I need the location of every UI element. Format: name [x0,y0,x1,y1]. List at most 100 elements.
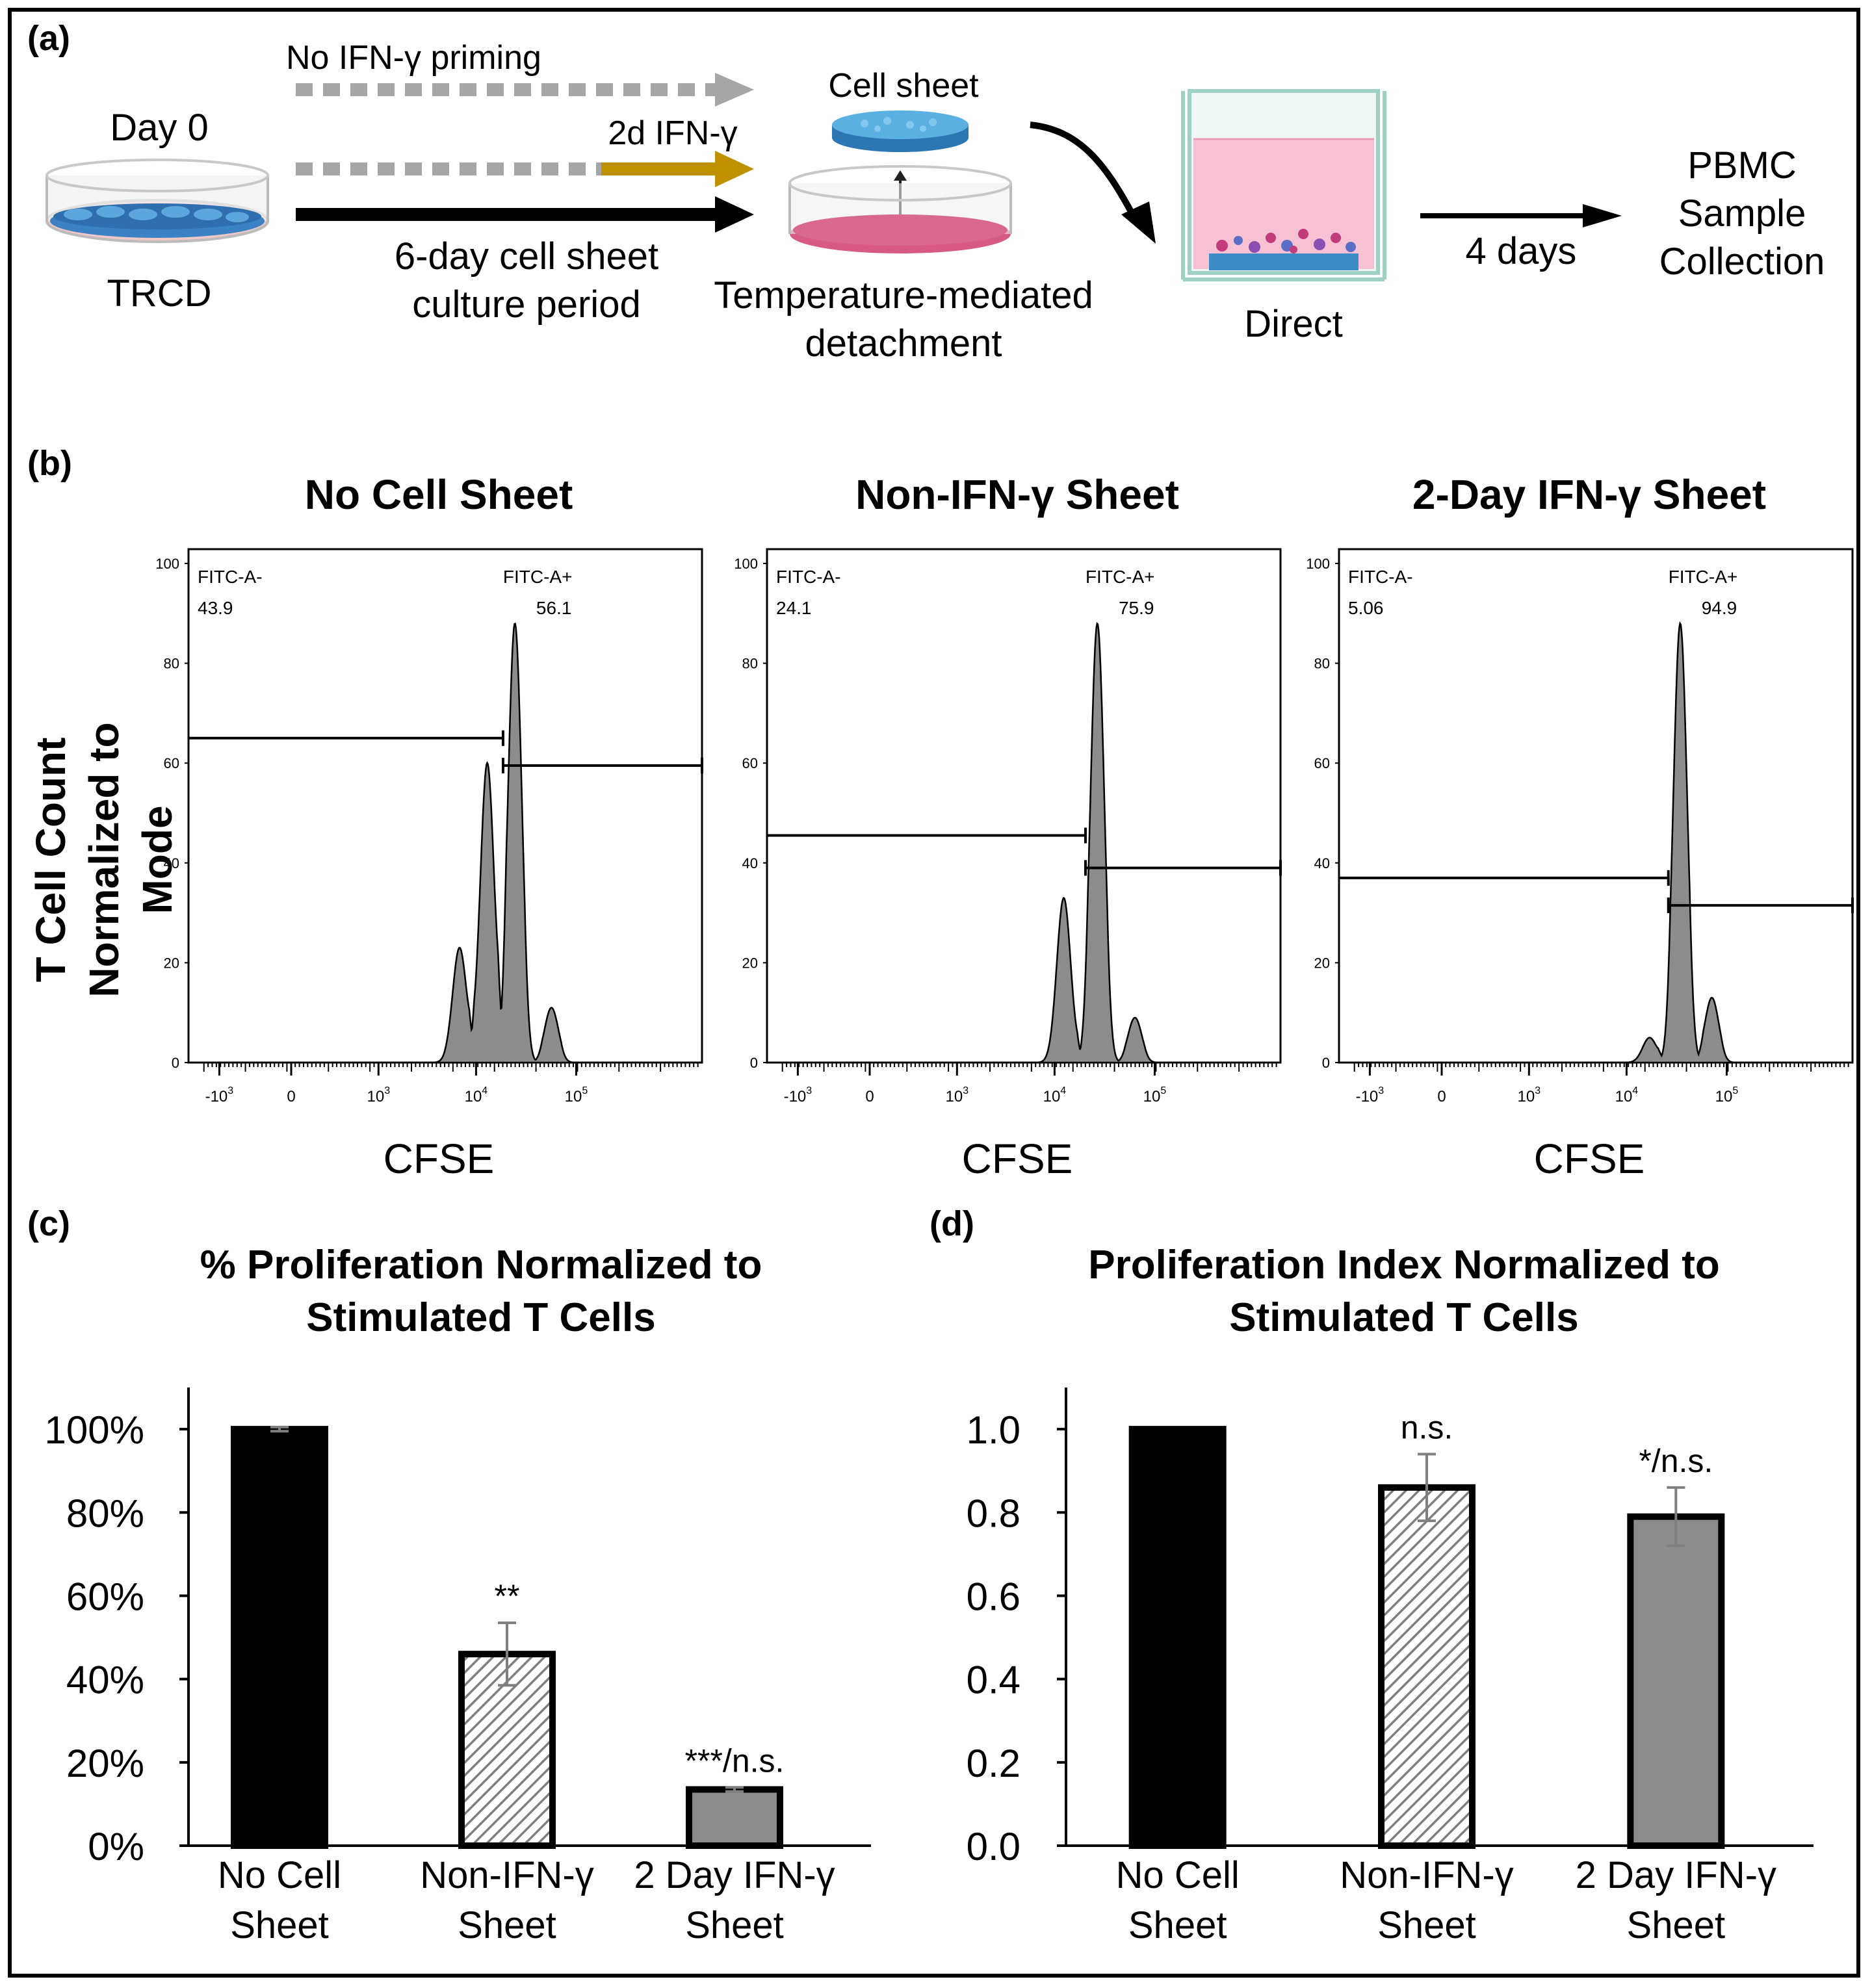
bar-chart-title-line1: Proliferation Index Normalized to [1088,1243,1719,1287]
histogram-y-tick-label: 20 [742,955,758,971]
gate-negative-name: FITC-A- [198,567,263,587]
histogram-x-tick-label: 105 [1143,1085,1167,1105]
transfer-arrow [1030,122,1156,244]
histogram-y-tick-label: 40 [1314,855,1330,871]
histogram-xlabel: CFSE [384,1135,495,1182]
histogram-x-tick-label: 105 [565,1085,588,1105]
bar-chart-y-tick-label: 0% [88,1825,144,1868]
histogram-x-tick-label: 103 [1517,1085,1540,1105]
cell-sheet-icon [832,110,968,152]
histogram-x-tick-label: 0 [1437,1088,1446,1105]
trcd-label: TRCD [107,272,212,315]
culture-arrow [296,196,754,233]
gate-negative-value: 43.9 [198,598,233,618]
histogram-x-tick-label: 104 [465,1085,488,1105]
histogram-x-tick-exp: 5 [1160,1085,1166,1096]
category-label-line1: 2 Day IFN-γ [1576,1854,1776,1896]
category-label-line2: Sheet [1627,1904,1726,1946]
bar-chart-y-tick-label: 100% [45,1408,144,1452]
histogram-y-tick-label: 80 [1314,656,1330,672]
bar[interactable] [686,1786,783,1850]
histogram-xlabel: CFSE [1534,1135,1645,1182]
histogram-xlabel: CFSE [962,1135,1073,1182]
histogram-x-tick-label: 105 [1715,1085,1739,1105]
histogram-x-tick-label: 103 [367,1085,390,1105]
histogram-2: Non-IFN-γ Sheet 0 20 40 60 80 100 -103 0 103 104 10… [734,471,1282,1182]
histogram-x-tick-exp: 4 [1632,1085,1638,1096]
histogram-x-tick-exp: 5 [1732,1085,1738,1096]
no-ifn-label: No IFN-γ priming [286,39,541,77]
category-label-line2: Sheet [1377,1904,1476,1946]
histogram-frame [766,548,1282,1064]
pbmc-label-line3: Collection [1659,240,1825,283]
histogram-x-tick-label: 103 [945,1085,968,1105]
panel-label-a: (a) [27,19,70,58]
histogram-x-tick-label: 0 [287,1088,295,1105]
histogram-y-tick-label: 0 [1322,1055,1330,1071]
category-label-line1: No Cell [218,1854,341,1896]
histogram-y-tick-label: 20 [1314,955,1330,971]
gate-positive-value: 56.1 [536,598,572,618]
gate-positive-name: FITC-A+ [1086,567,1155,587]
direct-label: Direct [1244,303,1343,345]
histogram-area [996,621,1175,1064]
histogram-x-tick-exp: 4 [482,1085,488,1096]
histogram-x-tick-label: 104 [1043,1085,1067,1105]
histogram-x-tick-exp: 3 [963,1085,968,1096]
figure-border [8,8,1860,1978]
category-label-line1: No Cell [1116,1854,1240,1896]
bar[interactable] [1627,1513,1725,1849]
histogram-y-tick-label: 40 [164,855,179,871]
histogram-x-tick-exp: 3 [1535,1085,1540,1096]
significance-label: */n.s. [1639,1443,1713,1479]
histogram-y-tick-label: 60 [164,755,179,771]
histogram-area [418,623,596,1064]
bar[interactable] [1378,1484,1476,1849]
histogram-y-tick-label: 100 [155,556,179,572]
bar-chart-y-tick-label: 0.6 [967,1575,1020,1618]
histogram-y-tick-label: 100 [1306,556,1330,572]
bar-chart-proliferation: % Proliferation Normalized to Stimulated … [45,1243,871,1946]
well-icon [1181,89,1386,281]
histogram-x-tick-label: -103 [205,1085,234,1105]
histogram-3: 2-Day IFN-γ Sheet 0 20 40 60 80 100 -103 0 103 104… [1306,471,1854,1182]
workflow-diagram [46,73,1622,281]
category-label-line2: Sheet [458,1904,556,1946]
histogram-x-tick-label: -103 [784,1085,812,1105]
histogram-y-tick-label: 80 [164,656,179,672]
bar-chart-title-line2: Stimulated T Cells [1229,1295,1578,1340]
bar-chart-proliferation-index: Proliferation Index Normalized to Stimula… [967,1243,1814,1946]
gate-positive-value: 75.9 [1119,598,1154,618]
gate-negative-name: FITC-A- [1348,567,1413,587]
four-days-label: 4 days [1465,230,1577,272]
panel-label-b: (b) [27,444,72,483]
histogram-1: No Cell Sheet 0 20 40 60 80 100 -103 0 103 104 105 C… [155,471,703,1182]
histogram-y-tick-label: 40 [742,855,758,871]
bar[interactable] [231,1426,328,1850]
histogram-y-tick-label: 100 [734,556,758,572]
trcd-dish-icon [46,159,269,243]
category-label-line2: Sheet [230,1904,329,1946]
histogram-title: No Cell Sheet [305,471,573,518]
gate-negative-value: 24.1 [776,598,812,618]
histogram-x-tick-exp: 3 [228,1085,233,1096]
histogram-area [1568,621,1747,1064]
bar[interactable] [1128,1426,1227,1850]
bar-chart-svg: % Proliferation Normalized to Stimulated … [45,1243,1814,1946]
ifn-2d-arrow [296,151,754,187]
bar-chart-y-tick-label: 0.2 [967,1742,1020,1785]
pbmc-label-line1: PBMC [1687,144,1797,187]
gate-negative-value: 5.06 [1348,598,1384,618]
detach-label-line1: Temperature-mediated [714,274,1093,316]
pbmc-label-line2: Sample [1678,192,1806,235]
panel-label-d: (d) [930,1204,974,1243]
no-ifn-arrow [296,73,754,107]
histogram-y-tick-label: 60 [1314,755,1330,771]
significance-label: ***/n.s. [685,1742,785,1779]
culture-label-line1: 6-day cell sheet [394,235,659,278]
bar-chart-y-tick-label: 0.4 [967,1659,1020,1702]
four-days-arrow [1420,204,1622,227]
bar-chart-y-tick-label: 80% [66,1491,144,1535]
significance-label: n.s. [1401,1410,1453,1446]
histogram-x-tick-exp: 3 [384,1085,390,1096]
